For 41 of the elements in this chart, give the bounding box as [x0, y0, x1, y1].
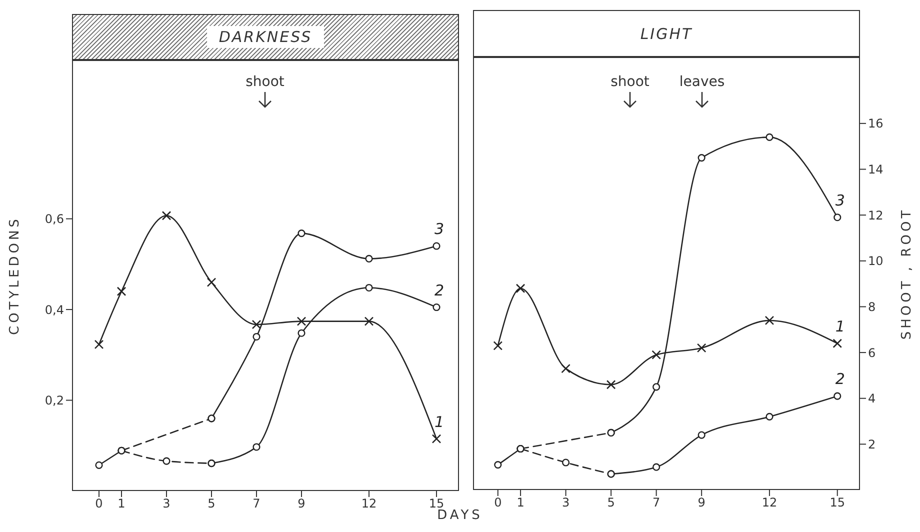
y2-tick-label: 14: [868, 162, 884, 177]
chart-title: DARKNESS: [206, 26, 324, 48]
y2-tick-label: 6: [868, 346, 876, 360]
x-tick-label: 12: [361, 496, 377, 511]
x-tick-label: 0: [494, 496, 502, 510]
y2-tick-label: 12: [868, 208, 884, 222]
x-tick-label: 9: [698, 496, 706, 510]
y-tick-label: 0,4: [44, 302, 64, 317]
x-tick-label: 5: [607, 496, 615, 510]
annotation: shoot: [610, 74, 650, 90]
x-tick-label: 15: [830, 496, 846, 510]
annotation: leaves: [678, 74, 726, 90]
y-tick-label: 0,6: [44, 212, 64, 226]
x-tick-label: 3: [562, 496, 570, 510]
x-tick-label: 9: [298, 496, 306, 511]
series-label: 1: [835, 317, 845, 336]
series-label: 2: [835, 370, 845, 388]
y2-tick-label: 2: [868, 437, 876, 452]
x-tick-label: 15: [428, 496, 444, 511]
x-tick-label: 3: [162, 496, 170, 511]
y2-tick-label: 10: [868, 254, 884, 268]
x-tick-label: 12: [762, 496, 778, 510]
x-tick-label: 0: [95, 496, 103, 511]
y2-axis-title: SHOOT , ROOT: [900, 207, 915, 340]
x-tick-label: 1: [516, 496, 524, 510]
x-tick-label: 7: [252, 496, 260, 511]
x-tick-label: 1: [118, 496, 126, 511]
chart-title: LIGHT: [628, 22, 705, 44]
y2-tick-label: 4: [868, 392, 876, 406]
annotation: shoot: [244, 74, 286, 90]
series-label: 3: [835, 191, 845, 210]
y-tick-label: 0,2: [44, 394, 64, 408]
series-label: 1: [434, 412, 444, 431]
y2-tick-label: 8: [868, 300, 876, 314]
x-axis-title: DAYS: [437, 508, 483, 523]
series-label: 3: [434, 220, 444, 238]
x-tick-label: 5: [208, 496, 216, 511]
x-tick-label: 7: [652, 496, 660, 510]
y-axis-title: COTYLEDONS: [8, 216, 23, 335]
y2-tick-label: 16: [868, 116, 884, 131]
series-label: 2: [434, 281, 444, 300]
